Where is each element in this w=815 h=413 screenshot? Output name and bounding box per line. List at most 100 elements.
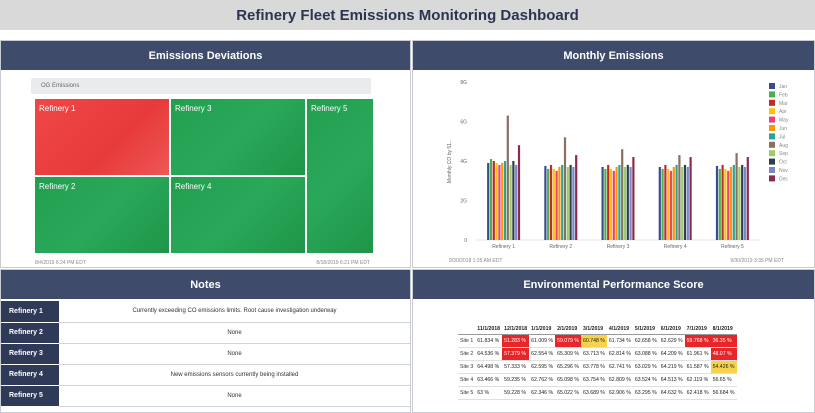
notes-text: None — [59, 385, 410, 407]
tile-refinery-4[interactable]: Refinery 4 — [170, 176, 306, 254]
notes-row: Refinery 2 None — [1, 322, 410, 344]
bar-mar-refinery-4 — [664, 164, 667, 240]
bar-oct-refinery-1 — [512, 161, 515, 240]
bar-sep-refinery-3 — [623, 166, 627, 240]
performance-body: 11/1/2018 12/1/2018 1/1/2019 2/1/2019 3/1/20… — [413, 299, 814, 412]
score-column-header: 6/1/2019 — [658, 324, 685, 335]
score-site-label: Site 4 — [458, 373, 476, 387]
score-column-header: 4/1/2019 — [606, 324, 633, 335]
score-column-header: 8/1/2019 — [710, 324, 737, 335]
bar-jul-refinery-4 — [675, 164, 678, 240]
tile-label: Refinery 2 — [39, 182, 76, 191]
score-cell: 65.098 % — [555, 373, 581, 387]
treemap-group-label[interactable]: OG Emissions — [31, 78, 371, 94]
legend-label: Sep — [779, 151, 788, 157]
legend-swatch-may — [769, 116, 775, 123]
score-cell: 62.629 % — [658, 334, 685, 348]
y-tick-label: 4G — [460, 159, 467, 165]
score-cell: 63 % — [475, 386, 503, 400]
performance-header: Environmental Performance Score — [413, 270, 814, 299]
bar-mar-refinery-1 — [492, 161, 495, 240]
score-cell: 60.748 % — [580, 334, 607, 348]
bar-nov-refinery-4 — [686, 166, 689, 240]
bar-jul-refinery-1 — [503, 161, 507, 240]
bar-dec-refinery-2 — [575, 155, 578, 240]
y-tick-label: 6G — [460, 120, 467, 126]
score-cell: 62.554 % — [529, 347, 556, 361]
notes-row: Refinery 1 Currently exceeding CO emissio… — [1, 301, 410, 323]
bar-sep-refinery-1 — [509, 164, 512, 240]
bar-mar-refinery-3 — [607, 164, 610, 240]
treemap-area: OG Emissions Refinery 1 Refinery 3 Refin… — [1, 70, 410, 267]
bar-dec-refinery-5 — [746, 157, 749, 240]
tile-label: Refinery 1 — [39, 104, 76, 113]
legend-label: Mar — [779, 101, 788, 107]
bar-apr-refinery-4 — [667, 168, 670, 240]
bar-jan-refinery-5 — [715, 165, 719, 240]
score-cell: 48.07 % — [710, 347, 737, 361]
score-cell: 59.079 % — [555, 334, 581, 348]
score-site-label: Site 5 — [458, 386, 476, 400]
score-cell: 63.295 % — [632, 386, 659, 400]
notes-body: Refinery 1 Currently exceeding CO emissio… — [1, 301, 410, 412]
score-cell: 56.684 % — [710, 386, 737, 400]
bar-may-refinery-3 — [612, 170, 615, 240]
legend-label: Aug — [779, 143, 788, 149]
legend-swatch-mar — [769, 99, 775, 106]
monthly-emissions-chart: 0 2G 4G 6G 8G Monthly CO by 51... Refinery 1 Re… — [447, 80, 789, 250]
x-tick-label: Refinery 4 — [664, 244, 687, 250]
score-cell: 61.961 % — [684, 347, 711, 361]
score-cell: 64.513 % — [658, 373, 685, 387]
tile-refinery-2[interactable]: Refinery 2 — [34, 176, 170, 254]
score-cell: 61.834 % — [475, 334, 503, 348]
bar-apr-refinery-5 — [724, 168, 727, 240]
score-column-header: 3/1/2019 — [580, 324, 607, 335]
score-row: Site 4 63.466 % 59.235 % 62.762 % 65.098 % 63… — [458, 373, 737, 387]
y-tick-label: 2G — [460, 199, 467, 205]
bar-jan-refinery-2 — [544, 165, 547, 240]
bar-may-refinery-1 — [498, 164, 501, 240]
monthly-emissions-panel: Monthly Emissions 0 2G 4G 6G 8G Monthly CO by… — [412, 40, 815, 268]
score-row: Site 2 64.536 % 57.379 % 62.554 % 65.309 % 63… — [458, 347, 737, 361]
bar-apr-refinery-2 — [552, 168, 555, 240]
score-cell: 59.235 % — [502, 373, 530, 387]
bar-dec-refinery-1 — [517, 145, 521, 240]
emissions-deviations-panel: Emissions Deviations OG Emissions Refine… — [0, 40, 411, 268]
bar-oct-refinery-5 — [741, 164, 744, 240]
bar-dec-refinery-3 — [632, 157, 635, 240]
score-cell: 51.283 % — [502, 334, 530, 348]
x-tick-label: Refinery 2 — [549, 244, 572, 250]
bar-jan-refinery-4 — [658, 166, 661, 240]
score-cell: 57.333 % — [502, 360, 530, 374]
legend-label: Jan — [779, 84, 787, 90]
legend-swatch-aug — [769, 141, 775, 148]
score-cell: 64.498 % — [475, 360, 503, 374]
bar-jun-refinery-5 — [729, 166, 733, 240]
bar-jul-refinery-5 — [732, 164, 735, 240]
tile-refinery-3[interactable]: Refinery 3 — [170, 98, 306, 176]
bar-feb-refinery-5 — [718, 168, 721, 240]
score-cell: 65.309 % — [555, 347, 581, 361]
bar-jan-refinery-1 — [487, 162, 490, 240]
bar-jun-refinery-4 — [672, 166, 675, 240]
notes-text: New emissions sensors currently being in… — [59, 364, 410, 386]
score-cell: 62.762 % — [529, 373, 556, 387]
legend-label: Nov — [779, 168, 788, 174]
score-cell: 62.741 % — [606, 360, 633, 374]
tile-label: Refinery 4 — [175, 182, 212, 191]
bar-jun-refinery-1 — [501, 162, 504, 240]
score-cell: 62.906 % — [606, 386, 633, 400]
legend-label: Apr — [779, 109, 787, 115]
legend-swatch-sep — [769, 150, 775, 157]
bar-jul-refinery-3 — [618, 164, 621, 240]
score-cell: 36.35 % — [710, 334, 737, 348]
bar-dec-refinery-4 — [689, 157, 692, 240]
legend-swatch-jun — [769, 125, 775, 131]
score-site-label: Site 2 — [458, 347, 476, 361]
legend-label: May — [779, 118, 789, 124]
score-cell: 62.418 % — [684, 386, 711, 400]
tile-refinery-1[interactable]: Refinery 1 — [34, 98, 170, 176]
bar-jan-refinery-3 — [601, 166, 604, 240]
tile-refinery-5[interactable]: Refinery 5 — [306, 98, 374, 254]
score-column-header: 1/1/2019 — [529, 324, 556, 335]
